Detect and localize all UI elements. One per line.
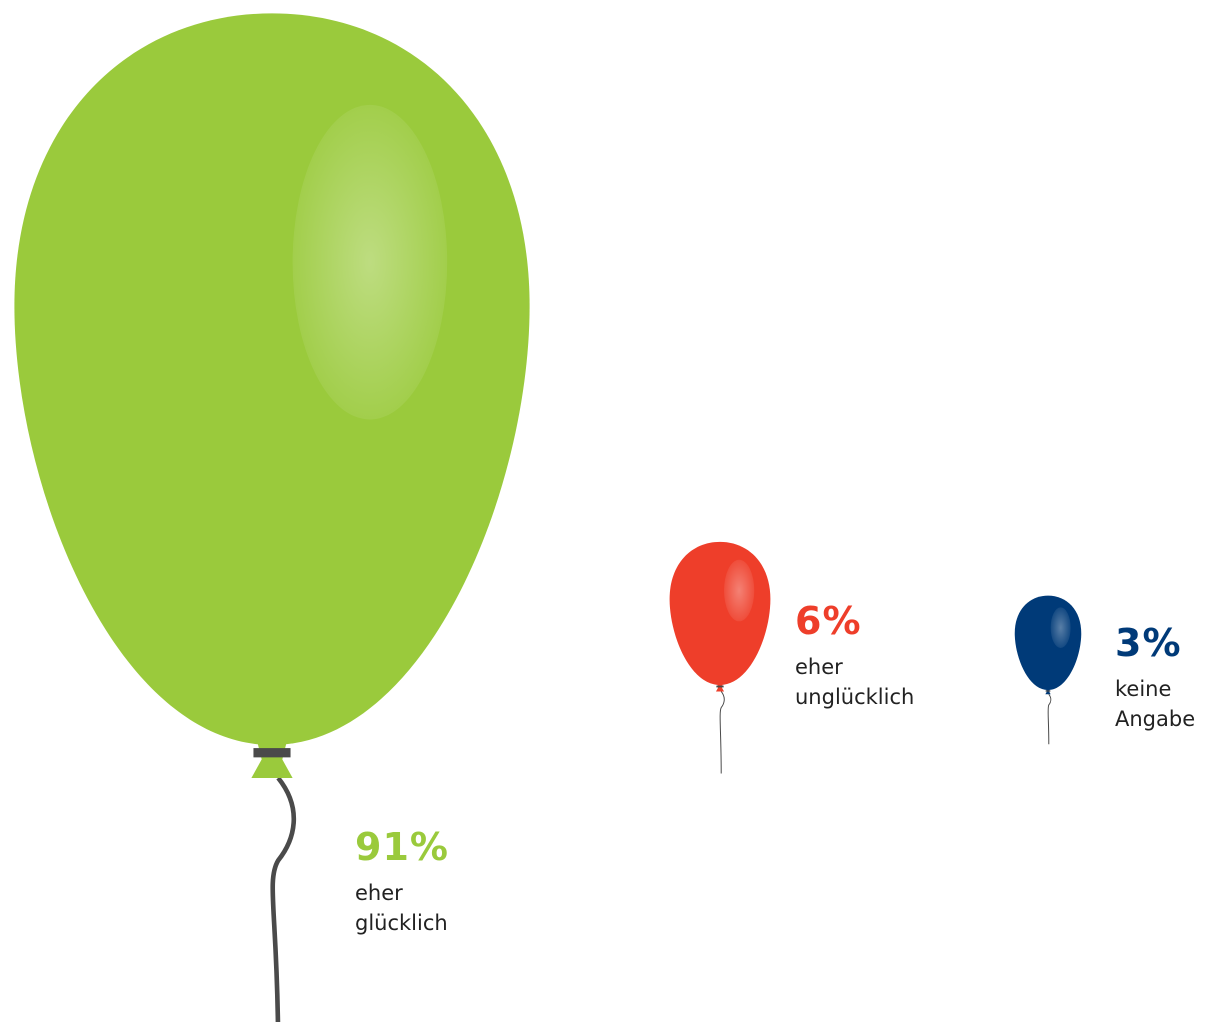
balloon-string <box>719 691 725 774</box>
balloon <box>14 13 530 745</box>
value-label: 3% <box>1115 621 1182 665</box>
balloon-highlight <box>724 559 755 622</box>
category-label: eher unglücklich <box>795 655 915 709</box>
value-label: 6% <box>795 599 862 643</box>
balloon-tie <box>1045 690 1051 692</box>
balloon <box>669 541 771 685</box>
balloon-string <box>270 776 296 1022</box>
balloon-string <box>1047 693 1052 745</box>
balloon-tie <box>253 748 291 758</box>
balloon <box>1014 595 1082 690</box>
value-label: 91% <box>355 825 449 869</box>
balloon-highlight <box>1050 607 1071 648</box>
category-label: keine Angabe <box>1115 677 1196 731</box>
balloon-tie <box>716 685 724 688</box>
balloon-highlight <box>292 104 448 420</box>
category-label: eher glücklich <box>355 881 448 935</box>
